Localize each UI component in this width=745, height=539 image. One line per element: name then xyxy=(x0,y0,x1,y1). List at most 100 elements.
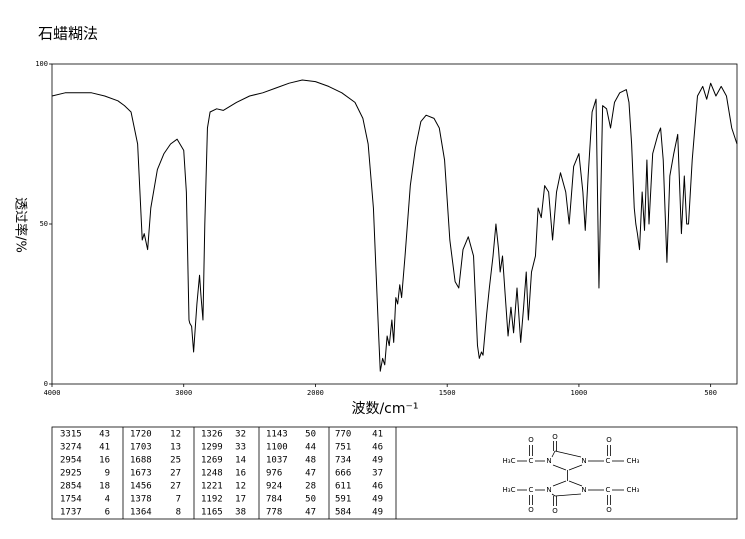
peak-wavenumber: 1364 xyxy=(130,508,152,518)
peak-transmittance: 41 xyxy=(372,430,383,440)
table-frame xyxy=(51,426,738,520)
peak-transmittance: 44 xyxy=(305,443,316,453)
chart-title: 石蜡糊法 xyxy=(38,25,98,43)
peak-wavenumber: 2854 xyxy=(60,482,82,492)
peak-transmittance: 16 xyxy=(235,469,246,479)
atom-label: O xyxy=(552,507,558,515)
atom-label: C xyxy=(529,486,534,494)
peak-transmittance: 9 xyxy=(105,469,110,479)
peak-wavenumber: 1456 xyxy=(130,482,152,492)
peak-wavenumber: 1248 xyxy=(201,469,223,479)
y-tick-label: 100 xyxy=(35,60,48,68)
x-tick-label: 2000 xyxy=(307,389,324,397)
x-tick-label: 1500 xyxy=(439,389,456,397)
atom-label: N xyxy=(581,457,586,465)
peak-transmittance: 8 xyxy=(176,508,181,518)
peak-wavenumber: 784 xyxy=(266,495,282,505)
peak-transmittance: 17 xyxy=(235,495,246,505)
peak-transmittance: 27 xyxy=(170,469,181,479)
x-tick-label: 500 xyxy=(704,389,717,397)
y-tick-label: 0 xyxy=(44,380,48,388)
atom-label: O xyxy=(528,436,534,444)
x-tick-label: 3000 xyxy=(175,389,192,397)
peak-wavenumber: 1165 xyxy=(201,508,223,518)
peak-transmittance: 38 xyxy=(235,508,246,518)
peak-transmittance: 43 xyxy=(99,430,110,440)
peak-wavenumber: 770 xyxy=(335,430,351,440)
peak-wavenumber: 924 xyxy=(266,482,282,492)
peak-transmittance: 46 xyxy=(372,443,383,453)
peak-wavenumber: 584 xyxy=(335,508,351,518)
peak-transmittance: 50 xyxy=(305,495,316,505)
peak-wavenumber: 1192 xyxy=(201,495,223,505)
peak-transmittance: 49 xyxy=(372,456,383,466)
peak-wavenumber: 2925 xyxy=(60,469,82,479)
atom-label: C xyxy=(606,457,611,465)
y-tick-label: 50 xyxy=(40,220,48,228)
peak-transmittance: 18 xyxy=(99,482,110,492)
atom-label: O xyxy=(528,506,534,514)
peak-transmittance: 14 xyxy=(235,456,246,466)
spectrum-line xyxy=(51,79,738,372)
peak-wavenumber: 1221 xyxy=(201,482,223,492)
atom-label: O xyxy=(606,506,612,514)
atom-label: N xyxy=(546,486,551,494)
table-dividers xyxy=(122,427,397,519)
peak-transmittance: 25 xyxy=(170,456,181,466)
peak-transmittance: 49 xyxy=(372,495,383,505)
peak-wavenumber: 1737 xyxy=(60,508,82,518)
atom-label: CH₃ xyxy=(627,486,640,494)
peak-transmittance: 47 xyxy=(305,508,316,518)
peak-transmittance: 32 xyxy=(235,430,246,440)
peak-wavenumber: 3315 xyxy=(60,430,82,440)
peak-transmittance: 49 xyxy=(372,508,383,518)
peak-wavenumber: 3274 xyxy=(60,443,82,453)
structure-bonds xyxy=(517,441,624,506)
peak-transmittance: 37 xyxy=(372,469,383,479)
peak-wavenumber: 1378 xyxy=(130,495,152,505)
atom-label: N xyxy=(581,486,586,494)
peak-wavenumber: 778 xyxy=(266,508,282,518)
peak-transmittance: 12 xyxy=(170,430,181,440)
peak-transmittance: 12 xyxy=(235,482,246,492)
peak-transmittance: 48 xyxy=(305,456,316,466)
peak-transmittance: 27 xyxy=(170,482,181,492)
atom-label: C xyxy=(529,457,534,465)
atom-label: C xyxy=(606,486,611,494)
peak-transmittance: 50 xyxy=(305,430,316,440)
peak-wavenumber: 591 xyxy=(335,495,351,505)
peak-transmittance: 47 xyxy=(305,469,316,479)
peak-wavenumber: 1143 xyxy=(266,430,288,440)
peak-wavenumber: 611 xyxy=(335,482,351,492)
peak-wavenumber: 1100 xyxy=(266,443,288,453)
peak-transmittance: 41 xyxy=(99,443,110,453)
atom-label: H₃C xyxy=(503,486,516,494)
peak-wavenumber: 1269 xyxy=(201,456,223,466)
x-tick-label: 4000 xyxy=(44,389,61,397)
peak-wavenumber: 1326 xyxy=(201,430,223,440)
peak-wavenumber: 1703 xyxy=(130,443,152,453)
atom-label: H₃C xyxy=(503,457,516,465)
peak-transmittance: 33 xyxy=(235,443,246,453)
peak-wavenumber: 1673 xyxy=(130,469,152,479)
peak-wavenumber: 734 xyxy=(335,456,351,466)
peak-wavenumber: 1299 xyxy=(201,443,223,453)
peak-transmittance: 28 xyxy=(305,482,316,492)
x-axis-label: 波数/cm⁻¹ xyxy=(351,401,418,417)
peak-wavenumber: 2954 xyxy=(60,456,82,466)
peak-transmittance: 4 xyxy=(105,495,110,505)
atom-label: CH₃ xyxy=(627,457,640,465)
peak-wavenumber: 1037 xyxy=(266,456,288,466)
atom-label: O xyxy=(606,436,612,444)
peak-transmittance: 16 xyxy=(99,456,110,466)
peak-transmittance: 7 xyxy=(176,495,181,505)
peak-transmittance: 13 xyxy=(170,443,181,453)
peak-transmittance: 46 xyxy=(372,482,383,492)
atom-label: O xyxy=(552,433,558,441)
peak-wavenumber: 1688 xyxy=(130,456,152,466)
y-axis-label: 透过率/% xyxy=(13,197,29,253)
peak-wavenumber: 666 xyxy=(335,469,351,479)
peak-wavenumber: 976 xyxy=(266,469,282,479)
peak-wavenumber: 751 xyxy=(335,443,351,453)
